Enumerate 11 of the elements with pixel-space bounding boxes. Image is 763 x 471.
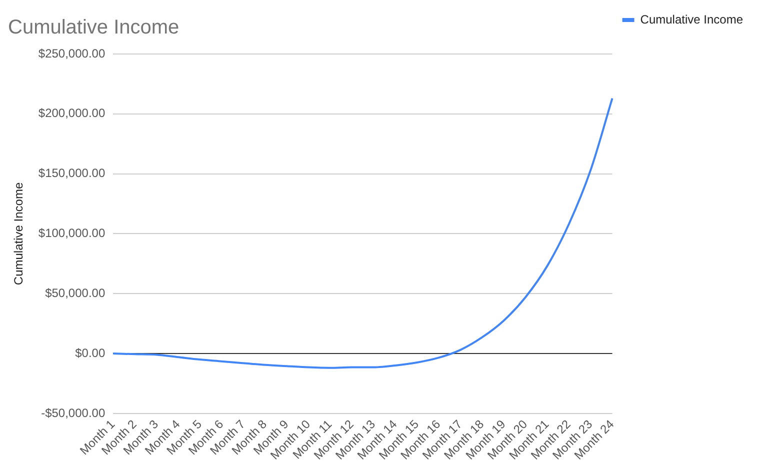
- y-tick-label: $200,000.00: [38, 106, 106, 120]
- y-tick-label: $250,000.00: [38, 46, 106, 60]
- y-tick-label: $150,000.00: [38, 166, 106, 180]
- y-tick-label: $0.00: [75, 346, 106, 360]
- y-axis-title: Cumulative Income: [12, 182, 26, 286]
- line-series: [112, 97, 614, 369]
- y-tick-label: $100,000.00: [38, 226, 106, 240]
- legend-label: Cumulative Income: [640, 12, 744, 26]
- y-tick-label: -$50,000.00: [41, 406, 106, 420]
- chart-title: Cumulative Income: [8, 16, 180, 39]
- y-tick-label: $50,000.00: [45, 286, 106, 300]
